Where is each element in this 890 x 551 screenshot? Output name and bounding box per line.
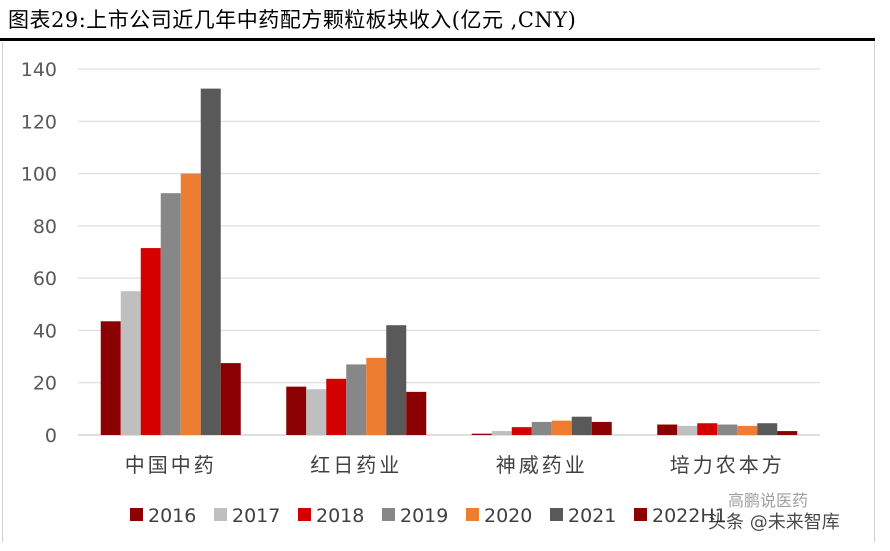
bar-2021 — [571, 416, 592, 435]
y-tick-label: 100 — [21, 164, 57, 186]
bar-2018 — [326, 378, 347, 435]
bar-2020 — [366, 357, 387, 435]
bar-2022H1 — [777, 431, 798, 435]
bar-2016 — [471, 433, 492, 435]
bar-2017 — [677, 425, 698, 435]
legend-swatch — [550, 508, 563, 521]
x-axis-category-labels: 中国中药 红日药业 神威药业 培力农本方 — [125, 453, 785, 477]
bar-2017 — [120, 291, 141, 435]
legend-label: 2016 — [148, 505, 196, 527]
bar-2018 — [140, 248, 161, 435]
bar-2018 — [697, 423, 718, 435]
bar-2021 — [386, 325, 407, 435]
legend-swatch — [634, 508, 647, 521]
y-tick-label: 120 — [21, 111, 57, 133]
bar-2019 — [531, 421, 552, 435]
y-tick-label: 60 — [33, 268, 57, 290]
bar-2021 — [757, 423, 778, 435]
watermark: 头条 @未来智库 — [708, 508, 840, 534]
legend-label: 2022H1 — [652, 505, 727, 527]
y-tick-label: 20 — [33, 373, 57, 395]
y-axis-tick-labels: 0 20 40 60 80 100 120 140 — [21, 59, 57, 447]
category-label: 培力农本方 — [670, 453, 785, 477]
chart-title: 图表29:上市公司近几年中药配方颗粒板块收入(亿元 ,CNY) — [8, 8, 577, 32]
bar-2016 — [657, 424, 678, 435]
legend-label: 2020 — [484, 505, 532, 527]
category-label: 神威药业 — [496, 453, 588, 477]
legend-swatch — [298, 508, 311, 521]
bars — [100, 88, 798, 436]
bar-2016 — [100, 321, 121, 435]
title-rule — [0, 38, 875, 41]
bar-2022H1 — [220, 363, 241, 435]
category-label: 中国中药 — [125, 453, 217, 477]
watermark-text: 头条 @未来智库 — [708, 512, 840, 533]
bar-2020 — [551, 420, 572, 435]
bar-2020 — [180, 173, 201, 436]
bar-2016 — [286, 386, 307, 435]
bar-2019 — [346, 364, 367, 435]
bar-2022H1 — [406, 391, 427, 435]
bar-2022H1 — [591, 421, 612, 435]
legend-swatch — [214, 508, 227, 521]
y-tick-label: 140 — [21, 59, 57, 81]
legend-swatch — [466, 508, 479, 521]
legend-label: 2019 — [400, 505, 448, 527]
bar-2017 — [306, 389, 327, 435]
category-label: 红日药业 — [310, 453, 402, 477]
bar-2021 — [200, 88, 221, 435]
y-tick-label: 40 — [33, 320, 57, 342]
legend-swatch — [130, 508, 143, 521]
bar-2018 — [511, 427, 532, 435]
watermark-sub: 高鹏说医药 — [728, 491, 809, 510]
bar-2019 — [717, 424, 738, 435]
y-tick-label: 0 — [45, 425, 57, 447]
bar-2017 — [491, 431, 512, 435]
bar-2019 — [160, 193, 181, 435]
bar-2020 — [737, 425, 758, 435]
legend-label: 2021 — [568, 505, 616, 527]
legend-label: 2018 — [316, 505, 364, 527]
legend-label: 2017 — [232, 505, 280, 527]
y-tick-label: 80 — [33, 216, 57, 238]
chart-frame — [2, 42, 875, 542]
legend: 2016 2017 2018 2019 2020 2021 2022H1 — [130, 505, 727, 527]
legend-swatch — [382, 508, 395, 521]
